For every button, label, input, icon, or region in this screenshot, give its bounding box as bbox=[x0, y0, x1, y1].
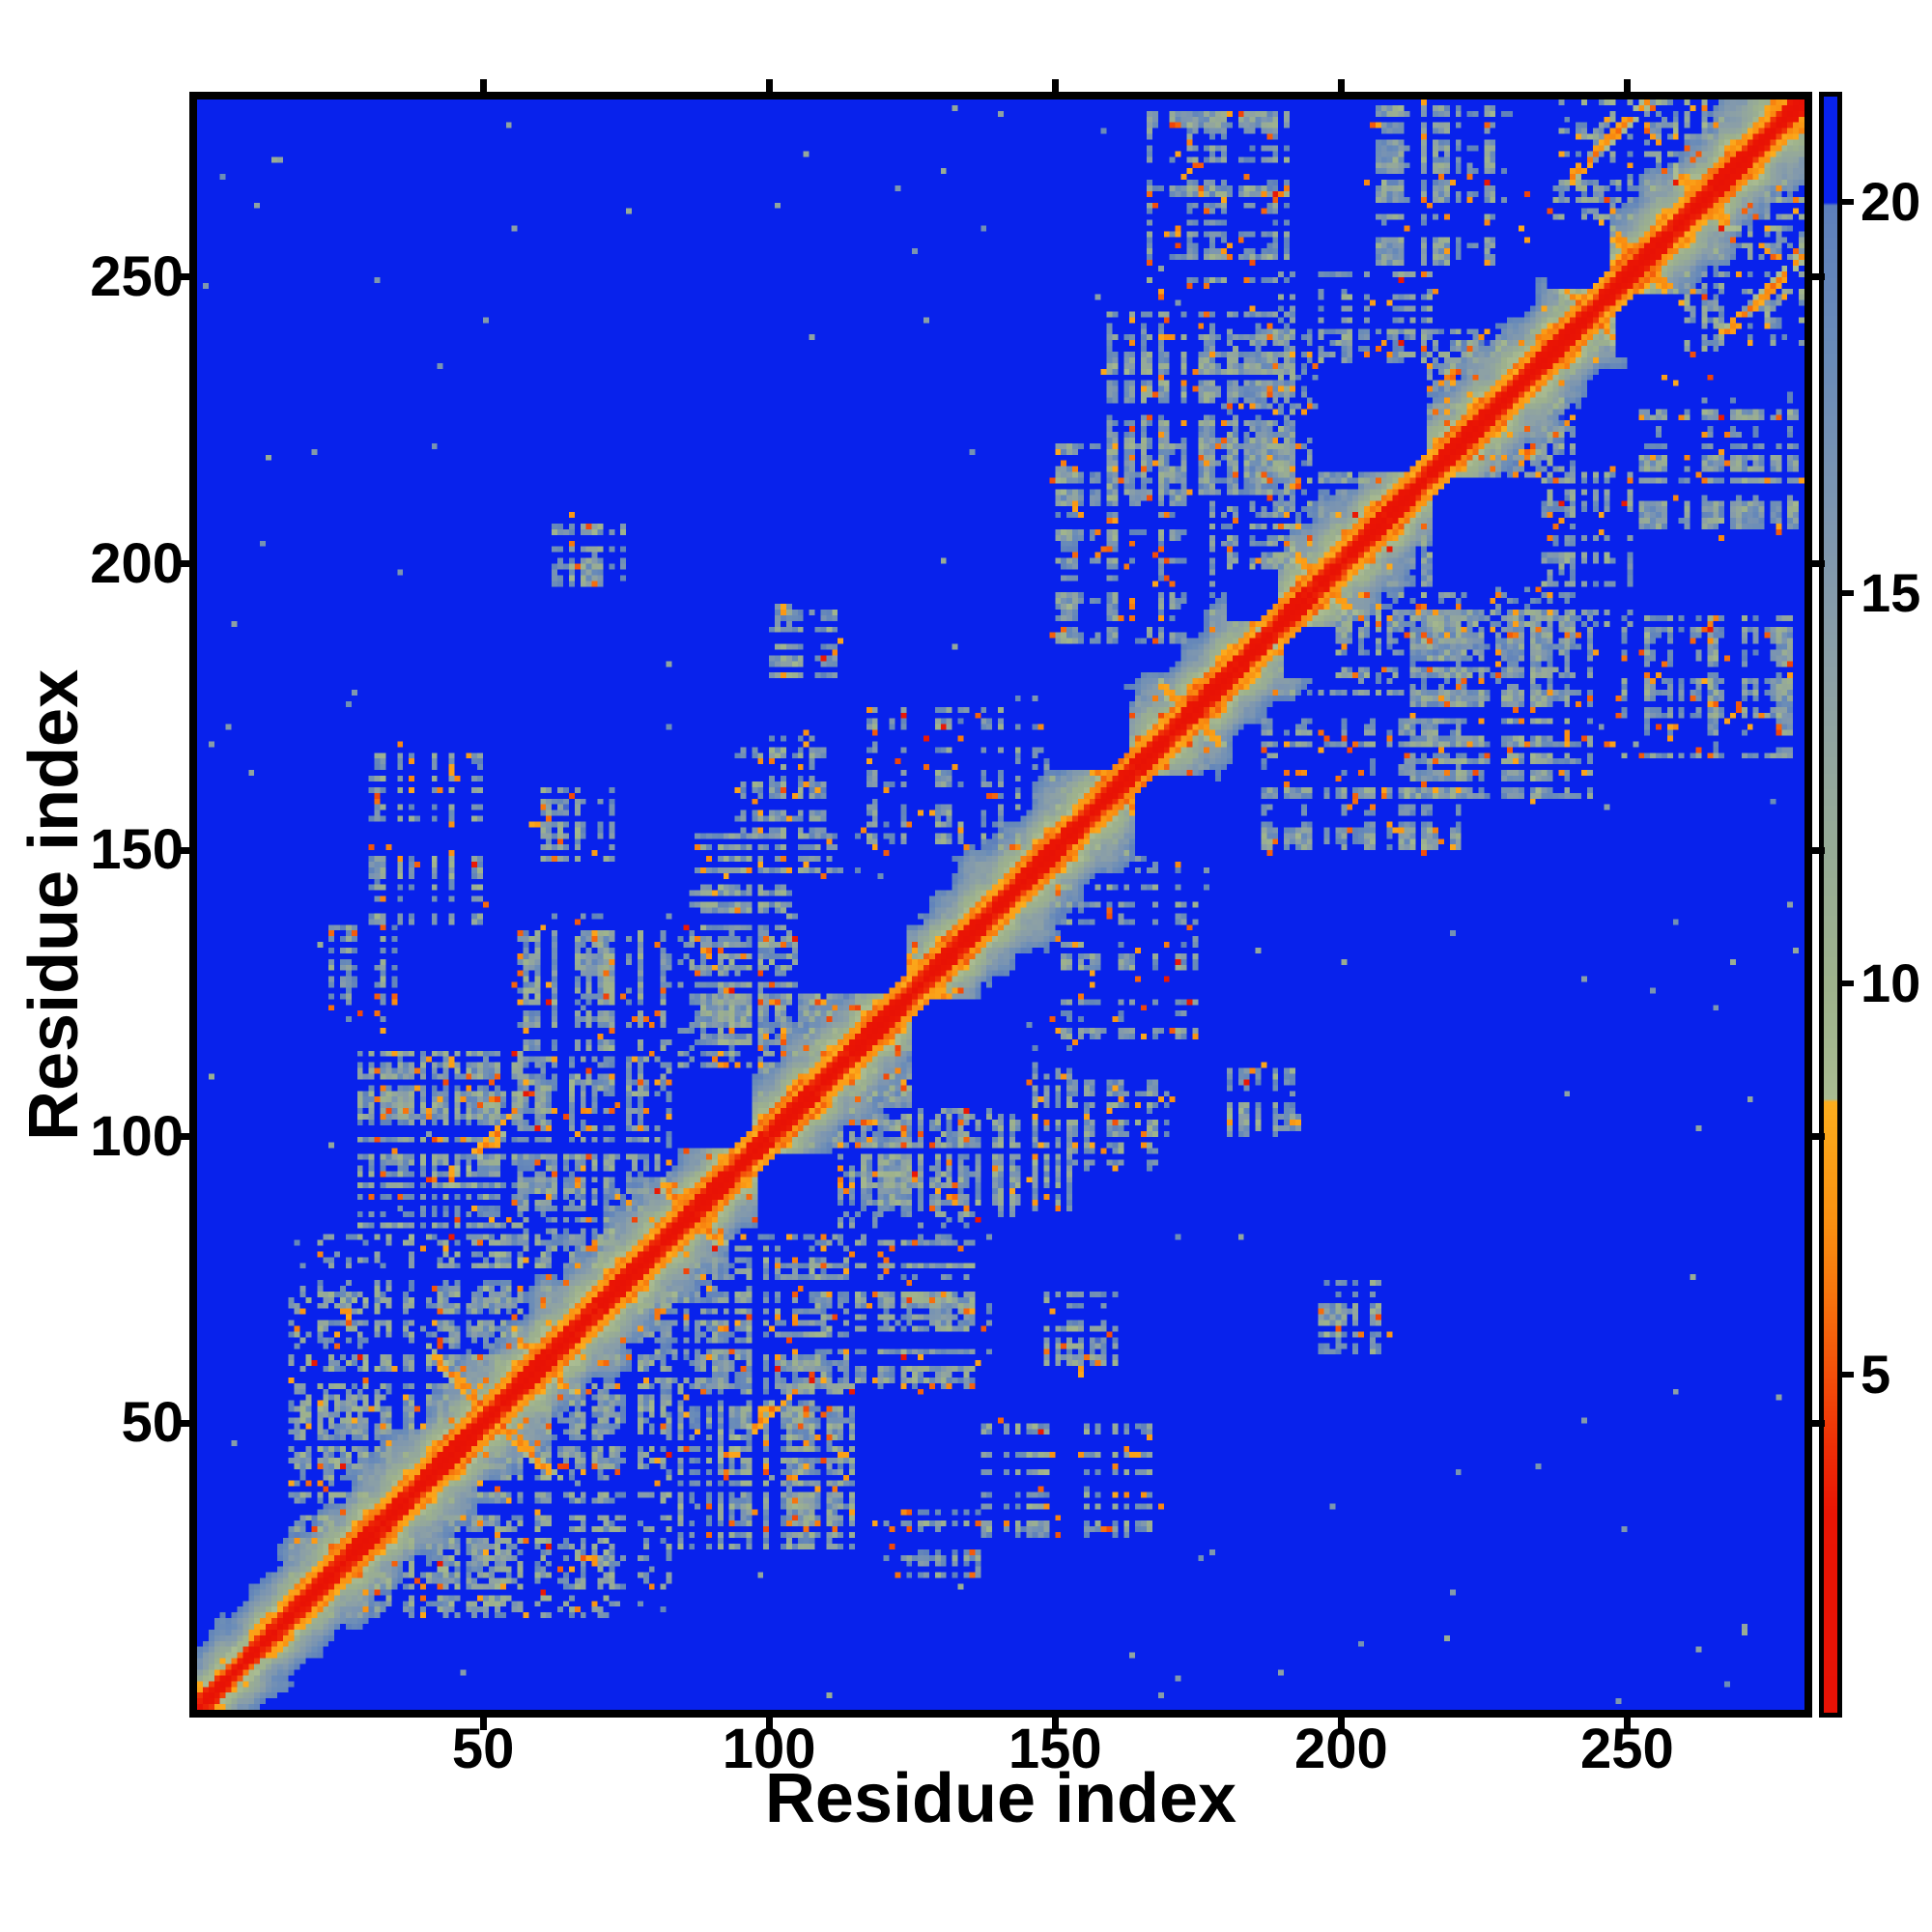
distance-map-heatmap bbox=[197, 99, 1804, 1710]
colorbar-tick-label: 15 bbox=[1861, 561, 1921, 623]
x-tick-top bbox=[479, 79, 487, 92]
y-tick-label: 150 bbox=[90, 818, 184, 882]
colorbar-tick bbox=[1842, 980, 1854, 987]
x-tick-label: 50 bbox=[451, 1718, 515, 1780]
colorbar-tick bbox=[1842, 1371, 1854, 1378]
x-tick-bottom bbox=[1051, 1718, 1059, 1730]
x-tick-label: 150 bbox=[1008, 1718, 1102, 1780]
y-tick-label: 50 bbox=[121, 1391, 184, 1455]
x-tick-bottom bbox=[765, 1718, 773, 1730]
y-tick-label: 200 bbox=[90, 531, 184, 595]
x-axis-title: Residue index bbox=[764, 1760, 1237, 1837]
y-tick-right bbox=[1812, 846, 1825, 854]
x-tick-label: 100 bbox=[722, 1718, 816, 1780]
y-axis-title: Residue index bbox=[15, 668, 93, 1141]
y-tick-right bbox=[1812, 1419, 1825, 1427]
colorbar-tick-label: 20 bbox=[1861, 171, 1921, 233]
colorbar-tick bbox=[1842, 589, 1854, 596]
y-tick-label: 250 bbox=[90, 244, 184, 308]
x-tick-top bbox=[1337, 79, 1345, 92]
colorbar-tick-label: 10 bbox=[1861, 952, 1921, 1014]
x-tick-top bbox=[1051, 79, 1059, 92]
y-tick-right bbox=[1812, 560, 1825, 568]
x-tick-label: 250 bbox=[1580, 1718, 1674, 1780]
y-tick-right bbox=[1812, 1133, 1825, 1141]
x-tick-top bbox=[1623, 79, 1631, 92]
y-tick-left bbox=[177, 846, 189, 854]
colorbar-tick-label: 5 bbox=[1861, 1343, 1891, 1405]
y-tick-left bbox=[177, 560, 189, 568]
x-tick-bottom bbox=[479, 1718, 487, 1730]
x-tick-bottom bbox=[1337, 1718, 1345, 1730]
colorbar-tick bbox=[1842, 199, 1854, 206]
y-tick-right bbox=[1812, 273, 1825, 281]
x-tick-label: 200 bbox=[1293, 1718, 1388, 1780]
colorbar-frame bbox=[1819, 92, 1842, 1718]
y-tick-left bbox=[177, 1133, 189, 1141]
x-tick-top bbox=[765, 79, 773, 92]
colorbar-gradient bbox=[1824, 97, 1837, 1713]
x-tick-bottom bbox=[1623, 1718, 1631, 1730]
y-tick-left bbox=[177, 1419, 189, 1427]
y-tick-label: 100 bbox=[90, 1104, 184, 1168]
y-tick-left bbox=[177, 273, 189, 281]
